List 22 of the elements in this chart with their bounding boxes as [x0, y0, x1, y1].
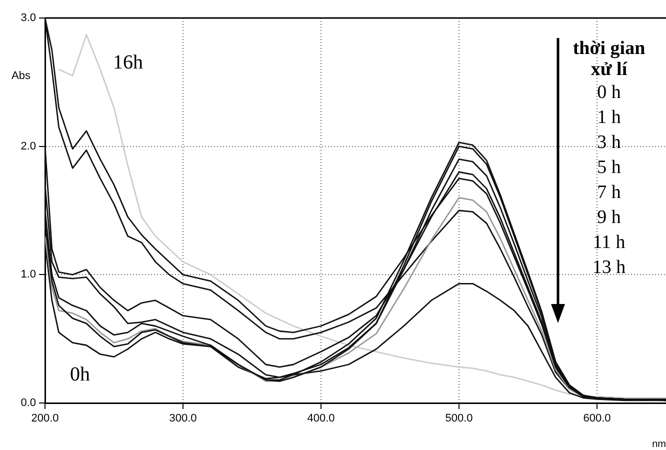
- annotation: 5 h: [596, 156, 622, 180]
- y-tick-label: 3.0: [20, 12, 36, 24]
- x-tick-label: 600.0: [583, 412, 611, 425]
- x-tick-label: 300.0: [169, 412, 197, 425]
- annotation: 9 h: [596, 206, 622, 230]
- annotation: thời gian xử lí: [572, 38, 646, 80]
- y-tick-label: 1.0: [20, 268, 36, 281]
- x-axis-title: nm: [652, 438, 666, 450]
- annotation: 13 h: [591, 256, 627, 280]
- x-tick-label: 400.0: [307, 412, 335, 425]
- annotation: 7 h: [596, 181, 622, 205]
- annotation: 1 h: [596, 106, 622, 130]
- annotation: 11 h: [592, 231, 626, 255]
- annotation: 16h: [113, 51, 143, 74]
- annotation: 0 h: [596, 81, 622, 105]
- x-tick-label: 200.0: [31, 412, 59, 425]
- x-tick-label: 500.0: [445, 412, 473, 425]
- annotation: 0h: [70, 363, 90, 386]
- y-tick-label: 0.0: [20, 397, 36, 410]
- y-tick-label: 2.0: [20, 140, 36, 152]
- annotation: 3 h: [596, 131, 622, 155]
- y-axis-title: Abs: [12, 70, 31, 82]
